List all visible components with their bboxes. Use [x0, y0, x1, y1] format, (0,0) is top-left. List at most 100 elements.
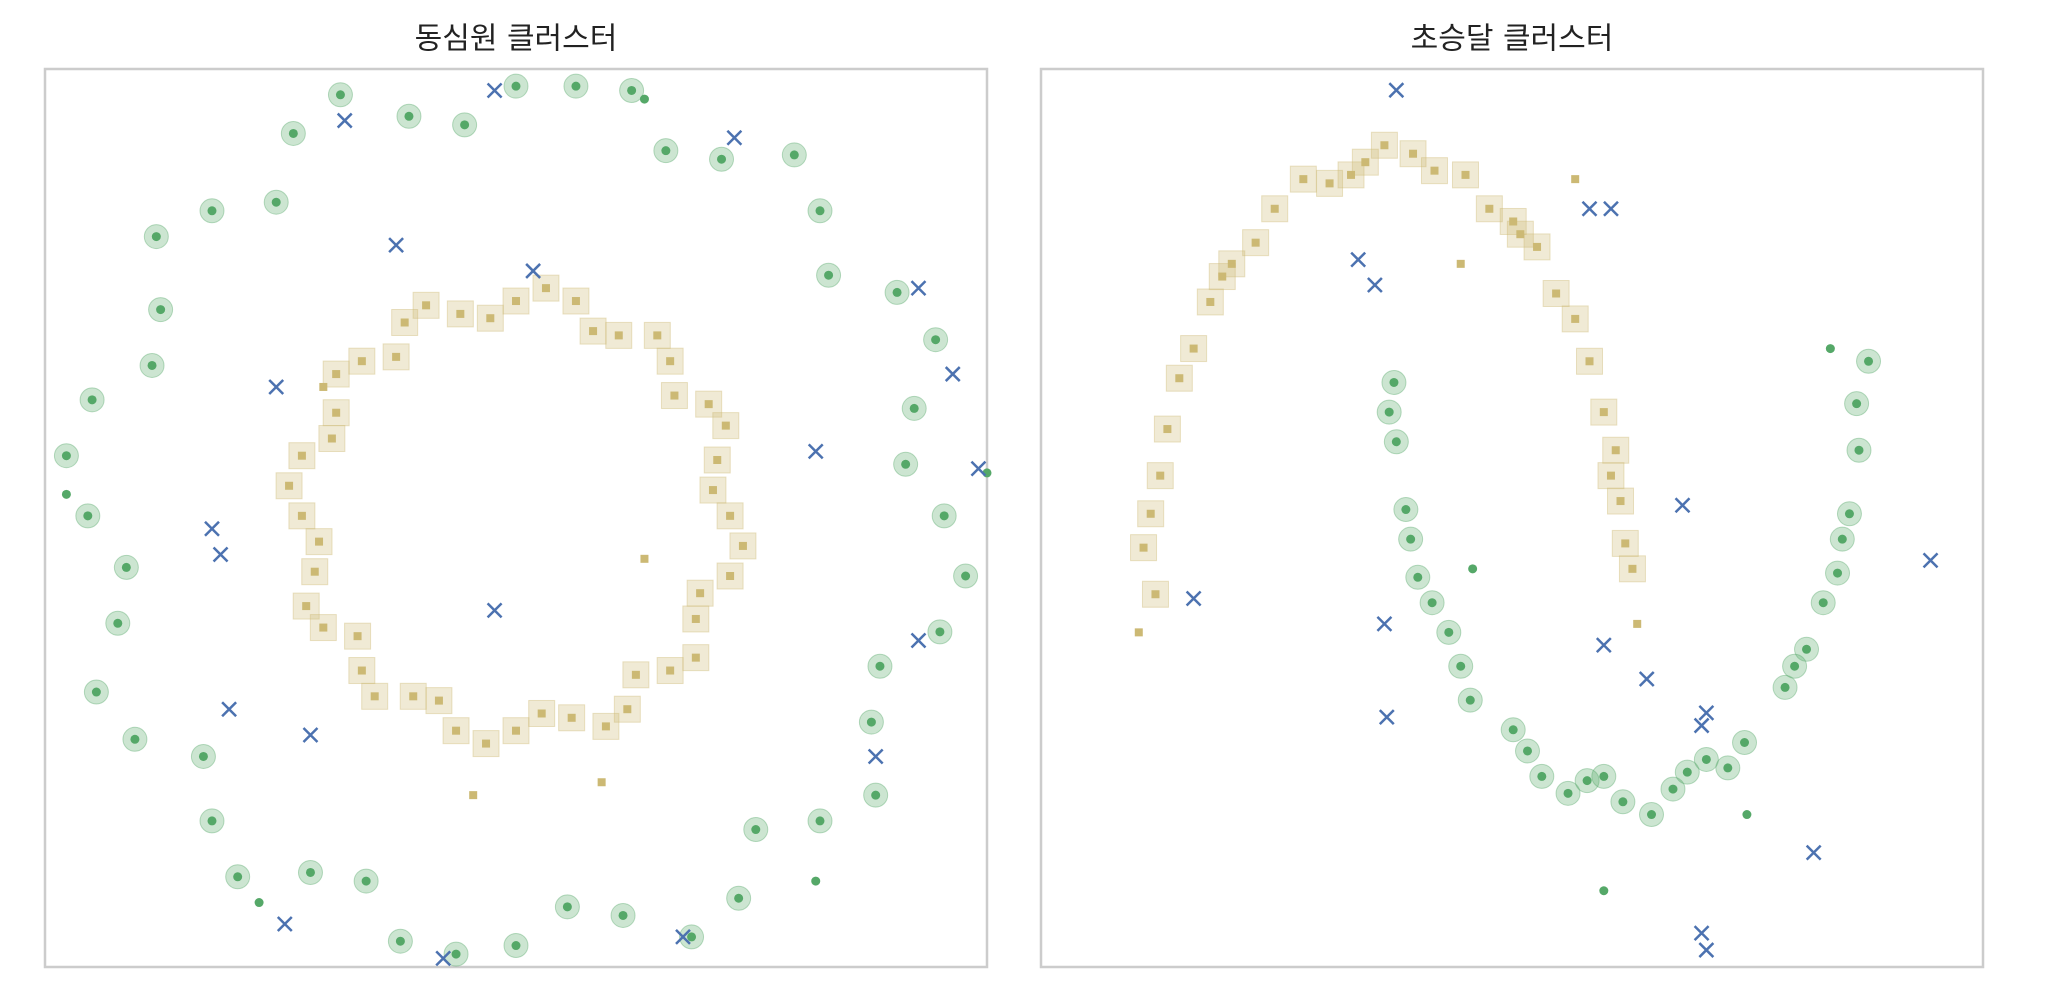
point	[263, 189, 289, 215]
point-marker	[147, 360, 157, 370]
point-marker	[1633, 619, 1642, 628]
point	[1381, 369, 1407, 395]
point	[113, 554, 139, 580]
point	[726, 129, 743, 146]
point	[1529, 763, 1555, 789]
point	[709, 146, 735, 172]
point-marker	[87, 395, 97, 405]
point	[1376, 616, 1393, 632]
point-marker	[1864, 356, 1874, 366]
point	[288, 502, 316, 530]
point-marker	[1780, 682, 1790, 692]
point-marker	[319, 623, 328, 632]
point	[348, 347, 376, 375]
point-marker	[1852, 399, 1862, 409]
point-marker	[589, 327, 598, 336]
point	[729, 532, 757, 560]
point	[579, 317, 607, 345]
point	[305, 528, 333, 556]
point	[275, 472, 303, 500]
point-marker	[1723, 763, 1733, 773]
point-marker	[1854, 445, 1864, 455]
noise-marker	[302, 727, 319, 743]
noise-marker	[204, 520, 220, 537]
point	[297, 859, 323, 885]
point	[863, 782, 889, 808]
point-marker	[1251, 238, 1260, 247]
point	[1693, 717, 1710, 734]
point	[1261, 195, 1289, 223]
point-marker	[1456, 259, 1465, 268]
noise-marker	[1350, 251, 1367, 268]
point	[391, 309, 419, 337]
point	[292, 592, 320, 620]
point-marker	[789, 150, 799, 160]
noise-marker	[276, 916, 293, 932]
point-marker	[631, 670, 640, 679]
point-marker	[310, 567, 319, 576]
point	[75, 503, 101, 529]
point-marker	[1401, 505, 1411, 515]
point-marker	[1599, 408, 1608, 417]
point-marker	[1384, 407, 1394, 417]
point-marker	[1647, 810, 1657, 820]
point	[716, 502, 744, 530]
point	[79, 387, 105, 413]
point-marker	[1468, 564, 1478, 574]
point	[867, 748, 884, 765]
point	[1595, 637, 1612, 653]
point-marker	[1139, 543, 1148, 552]
noise-marker	[486, 602, 503, 619]
point-marker	[151, 232, 161, 242]
point-marker	[327, 434, 336, 443]
point-marker	[1413, 572, 1423, 582]
point	[1715, 755, 1741, 781]
point	[486, 82, 503, 99]
point	[83, 679, 109, 705]
point-marker	[297, 511, 306, 520]
point	[1370, 131, 1398, 159]
point	[613, 695, 641, 723]
point	[686, 579, 714, 607]
point	[1457, 687, 1483, 713]
point	[221, 701, 238, 718]
point-marker	[1134, 628, 1143, 637]
point	[901, 395, 927, 421]
point-marker	[1456, 661, 1466, 671]
point-marker	[1465, 695, 1475, 705]
point	[1844, 391, 1870, 417]
point	[1420, 157, 1448, 185]
point-marker	[691, 653, 700, 662]
point-marker	[1606, 471, 1615, 480]
point-marker	[935, 627, 945, 637]
point-marker	[512, 726, 520, 735]
point	[953, 563, 979, 589]
point-marker	[400, 318, 409, 327]
point	[472, 730, 500, 758]
noise-marker	[1693, 717, 1710, 734]
point-marker	[357, 357, 366, 366]
point	[660, 382, 688, 410]
point	[1134, 628, 1143, 637]
point-marker	[332, 408, 341, 417]
point	[301, 558, 329, 586]
point-marker	[738, 541, 747, 550]
point-marker	[717, 154, 727, 164]
chart-title: 동심원 클러스터	[415, 22, 618, 57]
noise-marker	[1922, 552, 1939, 569]
point	[1555, 780, 1581, 806]
point-marker	[233, 872, 243, 882]
point	[1218, 250, 1246, 278]
point-marker	[288, 128, 298, 138]
noise-marker	[435, 950, 452, 967]
point-marker	[1742, 810, 1752, 820]
point-marker	[1156, 471, 1165, 480]
point	[1633, 619, 1642, 628]
noise-marker	[726, 129, 743, 146]
point-marker	[1740, 738, 1750, 747]
point-marker	[370, 692, 379, 701]
point-marker	[357, 666, 366, 675]
point	[1208, 263, 1236, 291]
point	[1561, 305, 1589, 333]
